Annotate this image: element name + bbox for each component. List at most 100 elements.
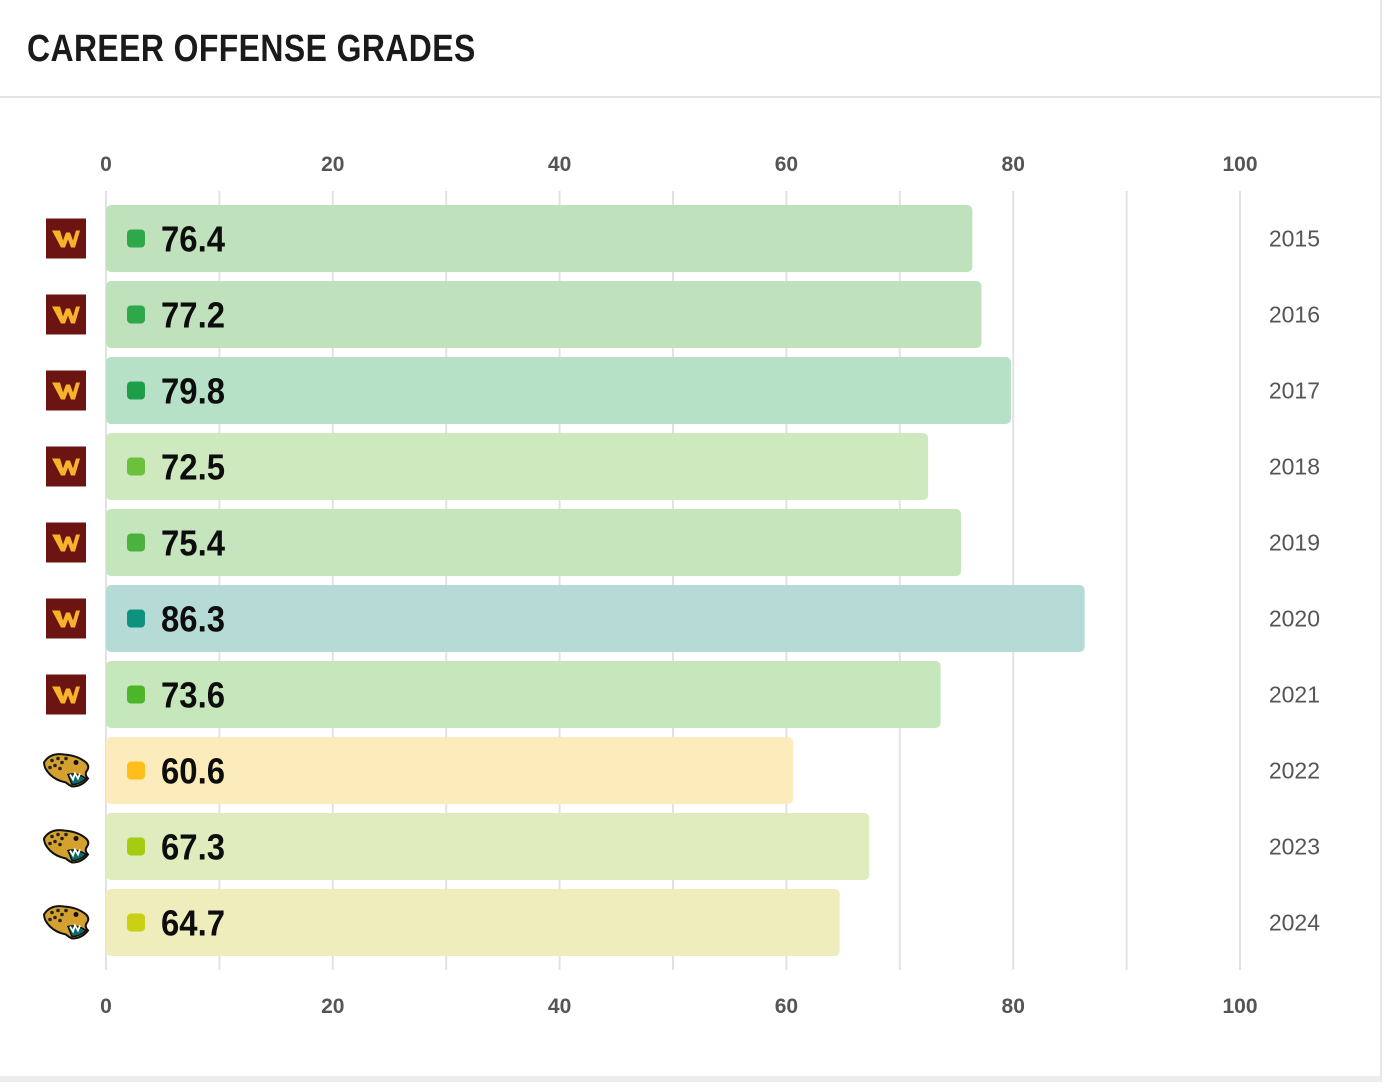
x-tick-label-top: 60 xyxy=(775,153,798,176)
jaguar-spot xyxy=(53,839,57,844)
x-tick-label-bottom: 100 xyxy=(1222,995,1257,1018)
bar-row: 77.2 2016 xyxy=(46,281,1320,348)
x-tick-label-top: 20 xyxy=(321,153,344,176)
washington-w-logo-icon xyxy=(46,522,86,563)
jaguar-teeth xyxy=(69,847,81,858)
season-year-label: 2018 xyxy=(1269,454,1320,480)
bar-row: 72.5 2018 xyxy=(46,433,1320,500)
jaguar-spot xyxy=(60,912,64,917)
grade-value-label: 72.5 xyxy=(161,447,225,488)
jaguar-spot xyxy=(56,908,60,913)
jaguar-head-logo-icon xyxy=(42,753,90,788)
jaguar-spot xyxy=(53,763,57,768)
x-tick-label-bottom: 20 xyxy=(321,995,344,1018)
grade-value-label: 67.3 xyxy=(161,827,225,868)
x-tick-label-bottom: 0 xyxy=(100,995,112,1018)
grade-value-label: 79.8 xyxy=(161,371,225,412)
grade-dot xyxy=(127,305,145,324)
grade-dot xyxy=(127,457,145,476)
grade-bar xyxy=(106,585,1085,652)
x-tick-label-bottom: 60 xyxy=(775,995,798,1018)
grade-value-label: 77.2 xyxy=(161,295,225,336)
season-year-label: 2024 xyxy=(1269,910,1320,936)
grade-dot xyxy=(127,229,145,248)
x-tick-label-bottom: 40 xyxy=(548,995,571,1018)
bar-series: 76.4 2015 77.2 2016 79.8 2017 72.5 2018 75.4 2019… xyxy=(42,205,1320,956)
grade-dot xyxy=(127,761,145,780)
jaguar-head-logo-icon xyxy=(42,905,90,940)
bar-row: 86.3 2020 xyxy=(46,585,1320,652)
bar-row: 79.8 2017 xyxy=(46,357,1320,424)
card-title: CAREER OFFENSE GRADES xyxy=(27,28,476,70)
washington-w-logo-icon xyxy=(46,598,86,639)
bar-row: 73.6 2021 xyxy=(46,661,1320,728)
logo-w-shape xyxy=(52,686,80,704)
logo-w-shape xyxy=(52,534,80,552)
logo-w-shape xyxy=(52,382,80,400)
grade-dot xyxy=(127,609,145,628)
grade-dot xyxy=(127,837,145,856)
jaguar-eye xyxy=(73,760,79,765)
bar-row: 67.3 2023 xyxy=(42,813,1320,880)
x-tick-label-top: 100 xyxy=(1222,153,1257,176)
logo-w-shape xyxy=(52,458,80,476)
jaguar-spot xyxy=(60,836,64,841)
jaguar-spot xyxy=(64,908,68,913)
jaguar-spot xyxy=(58,918,62,923)
jaguar-spot xyxy=(50,910,54,915)
jaguar-spot xyxy=(56,832,60,837)
grade-value-label: 73.6 xyxy=(161,675,225,716)
season-year-label: 2015 xyxy=(1269,226,1320,252)
x-tick-label-top: 80 xyxy=(1002,153,1025,176)
season-year-label: 2021 xyxy=(1269,682,1320,708)
jaguar-spot xyxy=(56,756,60,761)
grade-value-label: 64.7 xyxy=(161,903,225,944)
x-tick-label-top: 0 xyxy=(100,153,112,176)
jaguar-eye xyxy=(73,912,79,917)
washington-w-logo-icon xyxy=(46,674,86,715)
grade-bar xyxy=(106,737,794,804)
season-year-label: 2019 xyxy=(1269,530,1320,556)
bar-row: 60.6 2022 xyxy=(42,737,1320,804)
season-year-label: 2023 xyxy=(1269,834,1320,860)
washington-w-logo-icon xyxy=(46,370,86,411)
jaguar-eye xyxy=(73,836,79,841)
jaguar-spot xyxy=(53,915,57,920)
washington-w-logo-icon xyxy=(46,218,86,259)
jaguar-spot xyxy=(48,841,52,846)
x-tick-label-bottom: 80 xyxy=(1002,995,1025,1018)
logo-w-shape xyxy=(52,610,80,628)
bar-row: 64.7 2024 xyxy=(42,889,1320,956)
jaguar-spot xyxy=(64,756,68,761)
grade-bar xyxy=(106,205,973,272)
jaguar-spot xyxy=(58,842,62,847)
season-year-label: 2020 xyxy=(1269,606,1320,632)
x-tick-label-top: 40 xyxy=(548,153,571,176)
logo-w-shape xyxy=(52,306,80,324)
grade-bar xyxy=(106,661,941,728)
jaguar-spot xyxy=(60,760,64,765)
jaguar-spot xyxy=(50,834,54,839)
grade-value-label: 60.6 xyxy=(161,751,225,792)
jaguar-spot xyxy=(48,765,52,770)
season-year-label: 2022 xyxy=(1269,758,1320,784)
grade-bar xyxy=(106,357,1011,424)
grade-bar xyxy=(106,889,840,956)
card-header: CAREER OFFENSE GRADES xyxy=(0,0,1382,98)
grade-dot xyxy=(127,381,145,400)
grade-dot xyxy=(127,685,145,704)
jaguar-spot xyxy=(64,832,68,837)
grade-value-label: 86.3 xyxy=(161,599,225,640)
season-year-label: 2016 xyxy=(1269,302,1320,328)
grade-dot xyxy=(127,533,145,552)
jaguar-teeth xyxy=(69,771,81,782)
grade-value-label: 75.4 xyxy=(161,523,225,564)
jaguar-spot xyxy=(50,758,54,763)
grade-dot xyxy=(127,913,145,932)
grade-bar xyxy=(106,509,962,576)
bar-row: 76.4 2015 xyxy=(46,205,1320,272)
grade-value-label: 76.4 xyxy=(161,219,225,260)
jaguar-spot xyxy=(58,766,62,771)
